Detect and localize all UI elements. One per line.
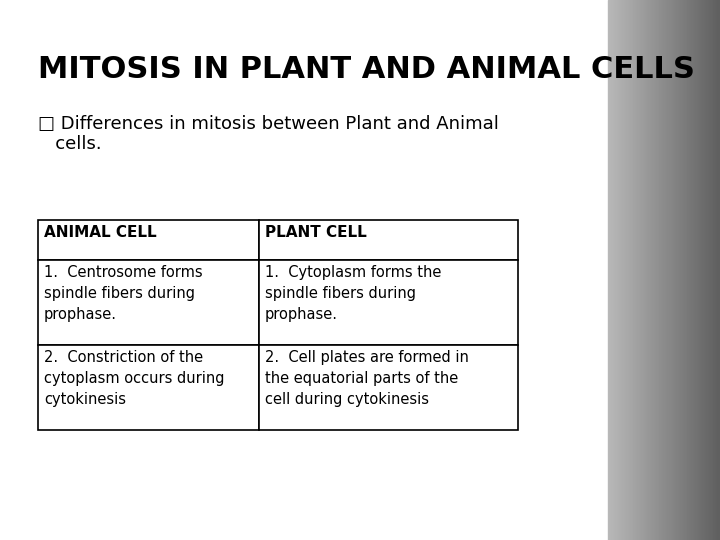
- Bar: [703, 0, 706, 540]
- Bar: [711, 0, 713, 540]
- Bar: [618, 0, 620, 540]
- Bar: [631, 0, 633, 540]
- Bar: [683, 0, 685, 540]
- Bar: [701, 0, 703, 540]
- Bar: [675, 0, 678, 540]
- Bar: [700, 0, 702, 540]
- Bar: [662, 0, 665, 540]
- Bar: [258, 345, 518, 430]
- Text: cells.: cells.: [38, 135, 102, 153]
- Bar: [687, 0, 689, 540]
- Bar: [665, 0, 667, 540]
- Bar: [713, 0, 715, 540]
- Text: ANIMAL CELL: ANIMAL CELL: [44, 225, 157, 240]
- Bar: [688, 0, 690, 540]
- Bar: [673, 0, 676, 540]
- Bar: [627, 0, 629, 540]
- Bar: [672, 0, 674, 540]
- Bar: [651, 0, 654, 540]
- Bar: [668, 0, 670, 540]
- Bar: [611, 0, 613, 540]
- Bar: [714, 0, 717, 540]
- Bar: [696, 0, 698, 540]
- Bar: [614, 0, 616, 540]
- Bar: [621, 0, 624, 540]
- Bar: [619, 0, 622, 540]
- Bar: [657, 0, 659, 540]
- Bar: [624, 0, 626, 540]
- Text: PLANT CELL: PLANT CELL: [265, 225, 366, 240]
- Text: MITOSIS IN PLANT AND ANIMAL CELLS: MITOSIS IN PLANT AND ANIMAL CELLS: [38, 55, 695, 84]
- Bar: [659, 0, 661, 540]
- Bar: [608, 0, 611, 540]
- Text: 2.  Cell plates are formed in
the equatorial parts of the
cell during cytokinesi: 2. Cell plates are formed in the equator…: [265, 350, 469, 407]
- Bar: [692, 0, 695, 540]
- Bar: [642, 0, 644, 540]
- Text: 1.  Cytoplasm forms the
spindle fibers during
prophase.: 1. Cytoplasm forms the spindle fibers du…: [265, 265, 441, 322]
- Bar: [708, 0, 711, 540]
- Bar: [679, 0, 681, 540]
- Bar: [38, 345, 258, 430]
- Bar: [38, 260, 258, 345]
- Text: 1.  Centrosome forms
spindle fibers during
prophase.: 1. Centrosome forms spindle fibers durin…: [44, 265, 202, 322]
- Bar: [638, 0, 641, 540]
- Bar: [629, 0, 631, 540]
- Bar: [636, 0, 639, 540]
- Bar: [681, 0, 683, 540]
- Bar: [653, 0, 655, 540]
- Bar: [646, 0, 648, 540]
- Bar: [716, 0, 719, 540]
- Text: 2.  Constriction of the
cytoplasm occurs during
cytokinesis: 2. Constriction of the cytoplasm occurs …: [44, 350, 225, 407]
- Bar: [690, 0, 693, 540]
- Bar: [633, 0, 635, 540]
- Bar: [718, 0, 720, 540]
- Bar: [685, 0, 687, 540]
- Bar: [640, 0, 642, 540]
- Bar: [649, 0, 652, 540]
- Bar: [634, 0, 636, 540]
- Bar: [625, 0, 628, 540]
- Bar: [655, 0, 657, 540]
- Bar: [660, 0, 663, 540]
- Bar: [678, 0, 680, 540]
- Bar: [616, 0, 618, 540]
- Bar: [612, 0, 614, 540]
- Bar: [698, 0, 700, 540]
- Bar: [644, 0, 646, 540]
- Bar: [670, 0, 672, 540]
- Bar: [38, 220, 258, 260]
- Text: □ Differences in mitosis between Plant and Animal: □ Differences in mitosis between Plant a…: [38, 115, 499, 133]
- Bar: [694, 0, 696, 540]
- Bar: [666, 0, 668, 540]
- Bar: [705, 0, 708, 540]
- Bar: [647, 0, 650, 540]
- Bar: [258, 260, 518, 345]
- Bar: [707, 0, 709, 540]
- Bar: [258, 220, 518, 260]
